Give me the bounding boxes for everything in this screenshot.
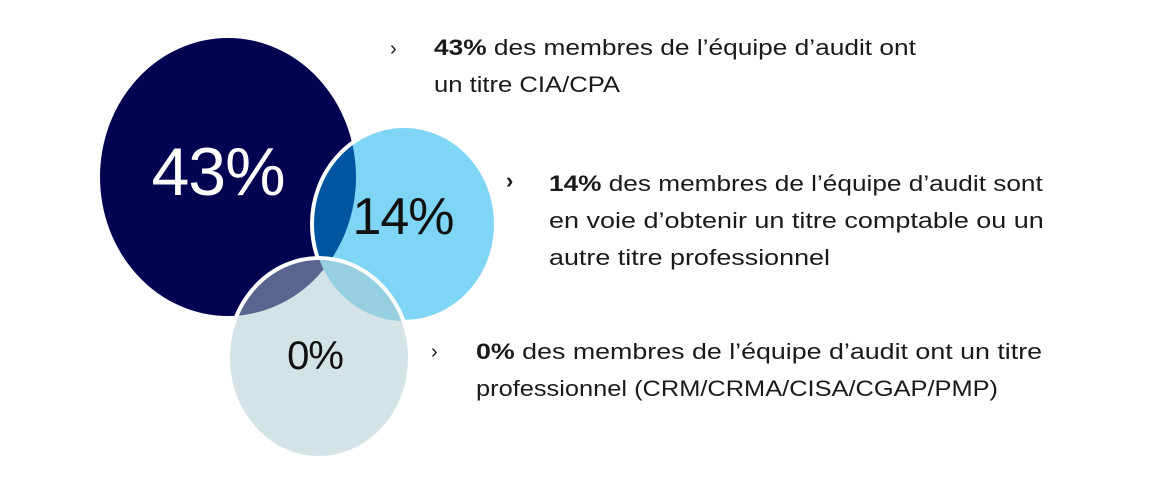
bullet-line: 0% des membres de l’équipe d’audit ont u… bbox=[476, 339, 1043, 364]
bullet-line: professionnel (CRM/CRMA/CISA/CGAP/PMP) bbox=[476, 376, 998, 401]
bullet-value: 43% bbox=[434, 35, 487, 60]
circle-cia-cpa bbox=[100, 38, 356, 316]
circle-other-outline bbox=[226, 256, 412, 460]
chevron-right-icon: › bbox=[431, 341, 438, 363]
percent-label-cia-cpa: 43% bbox=[151, 134, 285, 210]
bullet-line: en voie d’obtenir un titre comptable ou … bbox=[549, 208, 1044, 233]
percent-label-in-progress: 14% bbox=[352, 188, 454, 246]
percent-label-other: 0% bbox=[287, 334, 344, 378]
bullet-value: 14% bbox=[549, 171, 602, 196]
bullet-line: autre titre professionnel bbox=[549, 245, 830, 270]
bullet-line: 14% des membres de l’équipe d’audit sont bbox=[549, 171, 1043, 196]
bullet-value: 0% bbox=[476, 339, 515, 364]
overlap-in-progress-other bbox=[313, 260, 408, 321]
chevron-right-icon: › bbox=[390, 38, 397, 60]
bullet-line: 43% des membres de l’équipe d’audit ont bbox=[434, 35, 916, 60]
bullet-line: un titre CIA/CPA bbox=[434, 72, 620, 97]
chevron-right-icon: › bbox=[506, 168, 514, 193]
